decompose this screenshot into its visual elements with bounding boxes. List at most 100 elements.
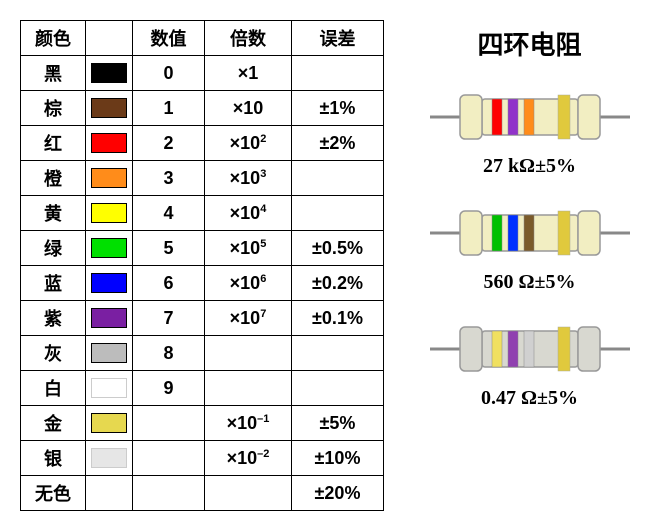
tolerance: ±2%: [292, 126, 384, 161]
multiplier: ×104: [205, 196, 292, 231]
multiplier: [205, 371, 292, 406]
multiplier: [205, 476, 292, 511]
tolerance: [292, 161, 384, 196]
color-code-table-container: 颜色数值倍数误差 黑0×1棕1×10±1%红2×102±2%橙3×103黄4×1…: [20, 20, 384, 480]
multiplier: ×10–2: [205, 441, 292, 476]
multiplier: ×1: [205, 56, 292, 91]
color-swatch: [91, 343, 127, 363]
table-row: 黑 0×1: [21, 56, 384, 91]
color-name: 灰: [21, 336, 86, 371]
table-row: 蓝 6×106±0.2%: [21, 266, 384, 301]
table-row: 橙 3×103: [21, 161, 384, 196]
color-name: 黄: [21, 196, 86, 231]
multiplier: [205, 336, 292, 371]
resistor-icon: [430, 203, 630, 263]
digit-value: [133, 441, 205, 476]
color-name: 蓝: [21, 266, 86, 301]
resistor-example: 560 Ω±5%: [430, 203, 630, 294]
color-swatch: [91, 238, 127, 258]
tolerance: [292, 56, 384, 91]
digit-value: 9: [133, 371, 205, 406]
digit-value: 5: [133, 231, 205, 266]
color-swatch: [91, 203, 127, 223]
digit-value: 7: [133, 301, 205, 336]
color-swatch-cell: [86, 161, 133, 196]
tolerance: ±5%: [292, 406, 384, 441]
table-header: 误差: [292, 21, 384, 56]
tolerance: [292, 336, 384, 371]
color-swatch-cell: [86, 91, 133, 126]
color-swatch: [91, 448, 127, 468]
table-header: 倍数: [205, 21, 292, 56]
table-row: 棕 1×10±1%: [21, 91, 384, 126]
color-swatch: [91, 308, 127, 328]
tolerance: [292, 196, 384, 231]
resistor-examples: 27 kΩ±5% 560 Ω±5% 0.47 Ω±5%: [430, 87, 630, 435]
tolerance: ±0.5%: [292, 231, 384, 266]
digit-value: [133, 406, 205, 441]
color-name: 紫: [21, 301, 86, 336]
resistor-label: 560 Ω±5%: [484, 271, 576, 294]
digit-value: 6: [133, 266, 205, 301]
tolerance: ±10%: [292, 441, 384, 476]
color-name: 黑: [21, 56, 86, 91]
digit-value: 2: [133, 126, 205, 161]
digit-value: 0: [133, 56, 205, 91]
resistor-example: 27 kΩ±5%: [430, 87, 630, 178]
resistor-icon: [430, 87, 630, 147]
color-swatch-cell: [86, 266, 133, 301]
table-header: [86, 21, 133, 56]
table-row: 白9: [21, 371, 384, 406]
table-row: 紫7×107±0.1%: [21, 301, 384, 336]
color-swatch-cell: [86, 126, 133, 161]
color-name: 棕: [21, 91, 86, 126]
tolerance: ±0.1%: [292, 301, 384, 336]
color-swatch-cell: [86, 56, 133, 91]
color-swatch-cell: [86, 231, 133, 266]
tolerance: ±20%: [292, 476, 384, 511]
multiplier: ×106: [205, 266, 292, 301]
table-row: 金×10–1±5%: [21, 406, 384, 441]
color-swatch: [91, 63, 127, 83]
digit-value: [133, 476, 205, 511]
resistor-example: 0.47 Ω±5%: [430, 319, 630, 410]
color-name: 银: [21, 441, 86, 476]
tolerance: [292, 371, 384, 406]
color-code-table: 颜色数值倍数误差 黑0×1棕1×10±1%红2×102±2%橙3×103黄4×1…: [20, 20, 384, 511]
color-swatch-cell: [86, 406, 133, 441]
color-name: 橙: [21, 161, 86, 196]
color-swatch: [91, 413, 127, 433]
digit-value: 3: [133, 161, 205, 196]
color-swatch: [91, 98, 127, 118]
digit-value: 4: [133, 196, 205, 231]
examples-panel: 四环电阻 27 kΩ±5% 560 Ω±5% 0.47 Ω±5%: [414, 20, 645, 480]
table-row: 无色 ±20%: [21, 476, 384, 511]
multiplier: ×10: [205, 91, 292, 126]
table-row: 银 ×10–2±10%: [21, 441, 384, 476]
color-name: 绿: [21, 231, 86, 266]
table-header: 颜色: [21, 21, 86, 56]
multiplier: ×103: [205, 161, 292, 196]
examples-title: 四环电阻: [477, 25, 581, 62]
color-name: 白: [21, 371, 86, 406]
color-swatch-cell: [86, 336, 133, 371]
color-swatch: [91, 273, 127, 293]
digit-value: 1: [133, 91, 205, 126]
tolerance: ±0.2%: [292, 266, 384, 301]
multiplier: ×10–1: [205, 406, 292, 441]
color-name: 红: [21, 126, 86, 161]
table-header-row: 颜色 数值倍数误差: [21, 21, 384, 56]
color-swatch: [91, 378, 127, 398]
tolerance: ±1%: [292, 91, 384, 126]
color-swatch-cell: [86, 371, 133, 406]
table-header: 数值: [133, 21, 205, 56]
multiplier: ×102: [205, 126, 292, 161]
table-row: 灰8: [21, 336, 384, 371]
color-swatch: [91, 168, 127, 188]
color-name: 无色: [21, 476, 86, 511]
digit-value: 8: [133, 336, 205, 371]
table-body: 黑0×1棕1×10±1%红2×102±2%橙3×103黄4×104绿5×105±…: [21, 56, 384, 511]
table-row: 黄 4×104: [21, 196, 384, 231]
multiplier: ×105: [205, 231, 292, 266]
color-swatch-cell: [86, 301, 133, 336]
